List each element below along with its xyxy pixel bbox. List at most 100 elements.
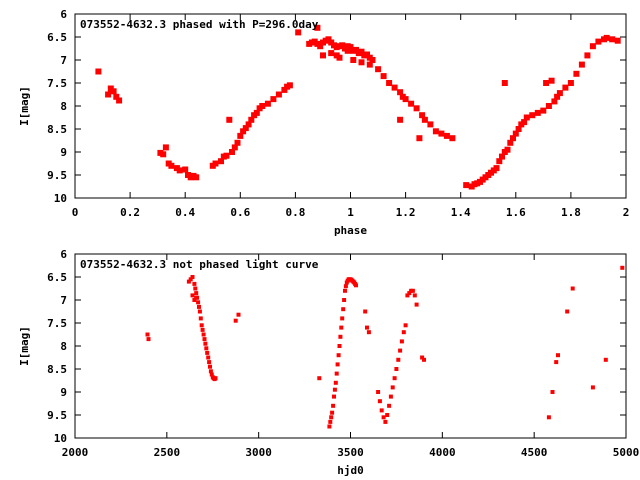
data-point (113, 93, 120, 100)
data-point (408, 100, 415, 107)
data-point (463, 182, 470, 189)
data-point (190, 275, 195, 279)
data-point (208, 369, 213, 374)
data-point (410, 288, 415, 293)
data-point (584, 52, 591, 59)
data-point (242, 125, 249, 132)
data-point (609, 36, 616, 43)
y-tick-label: 7.5 (47, 317, 67, 330)
data-point (590, 385, 595, 390)
data-point (507, 139, 514, 146)
data-point (341, 307, 346, 312)
data-point (202, 337, 207, 342)
data-point (205, 350, 210, 355)
data-point (197, 309, 202, 314)
data-point (199, 323, 204, 328)
data-point (201, 332, 206, 337)
data-point (343, 288, 347, 293)
data-point (420, 355, 425, 360)
data-point (501, 80, 508, 86)
data-point (192, 281, 197, 286)
data-point (578, 61, 585, 68)
chart-phased: 0 0.2 0.4 0.6 0.8 1 1.2 1.4 1.6 1.8 2 6 6.5 7 7.5 8 8.5… (18, 8, 629, 237)
y-axis-label: I[mag] (18, 326, 31, 366)
data-point (333, 380, 338, 385)
data-point (565, 309, 570, 314)
data-point (603, 357, 608, 362)
x-tick-label: 0 (72, 206, 79, 219)
data-point (364, 51, 370, 58)
data-point (203, 341, 208, 346)
x-tick-label: 2500 (154, 446, 181, 459)
data-point (162, 144, 169, 151)
x-tick-label: 0.2 (120, 206, 140, 219)
y-tick-label: 8 (60, 100, 67, 113)
data-point (603, 34, 610, 41)
data-point (401, 330, 406, 335)
data-point (416, 135, 423, 142)
data-point (366, 61, 373, 68)
data-point (562, 84, 569, 91)
data-point (375, 66, 382, 73)
data-point (236, 312, 241, 317)
y-tick-label: 8.5 (47, 123, 67, 136)
y-tick-label: 6 (60, 8, 67, 21)
data-point (534, 109, 541, 116)
data-point (95, 68, 102, 75)
data-point (333, 52, 340, 59)
data-point (386, 80, 393, 86)
data-point (567, 80, 574, 86)
data-point (320, 52, 326, 59)
data-point (353, 46, 359, 53)
data-point (396, 357, 401, 362)
data-point (335, 362, 340, 367)
data-point (419, 112, 426, 119)
data-point (397, 116, 404, 123)
data-point (116, 97, 123, 104)
data-point (388, 394, 393, 399)
data-point (295, 29, 302, 36)
x-tick-label: 1 (347, 206, 354, 219)
x-axis: 0 0.2 0.4 0.6 0.8 1 1.2 1.4 1.6 1.8 2 (72, 14, 629, 219)
x-tick-label: 1.6 (506, 206, 526, 219)
data-point (385, 413, 390, 417)
data-point (226, 116, 233, 123)
data-point (550, 390, 555, 394)
x-tick-label: 0.6 (230, 206, 250, 219)
data-point (338, 334, 343, 339)
data-point (110, 88, 117, 95)
x-tick-label: 4000 (429, 446, 456, 459)
x-tick-label: 2000 (62, 446, 89, 459)
data-point (381, 415, 386, 420)
data-point (354, 283, 358, 288)
data-point (412, 293, 417, 298)
y-tick-label: 7 (60, 54, 67, 67)
data-point (194, 295, 199, 300)
chart-not-phased: 2000 2500 3000 3500 4000 4500 5000 6 6.5 7 7.5 8 8.… (18, 248, 639, 477)
data-point (556, 353, 560, 358)
data-point (194, 291, 199, 296)
data-point (390, 385, 395, 390)
data-point (337, 344, 342, 348)
data-point (342, 298, 347, 302)
data-point (392, 376, 397, 381)
data-point (493, 165, 500, 172)
data-point (207, 360, 212, 365)
data-point (554, 360, 559, 365)
data-point (546, 415, 551, 420)
data-point (234, 139, 241, 146)
data-point (383, 419, 388, 424)
data-point (186, 279, 191, 284)
data-point (380, 73, 387, 80)
data-point (213, 376, 218, 381)
data-point (405, 293, 410, 298)
data-point (432, 128, 439, 135)
data-point (192, 298, 197, 302)
data-point (347, 44, 354, 51)
y-tick-label: 9 (60, 146, 67, 159)
y-tick-label: 9 (60, 386, 67, 399)
y-tick-label: 9.5 (47, 409, 67, 422)
data-point (209, 372, 214, 377)
data-point (193, 174, 200, 181)
data-point (253, 109, 260, 116)
